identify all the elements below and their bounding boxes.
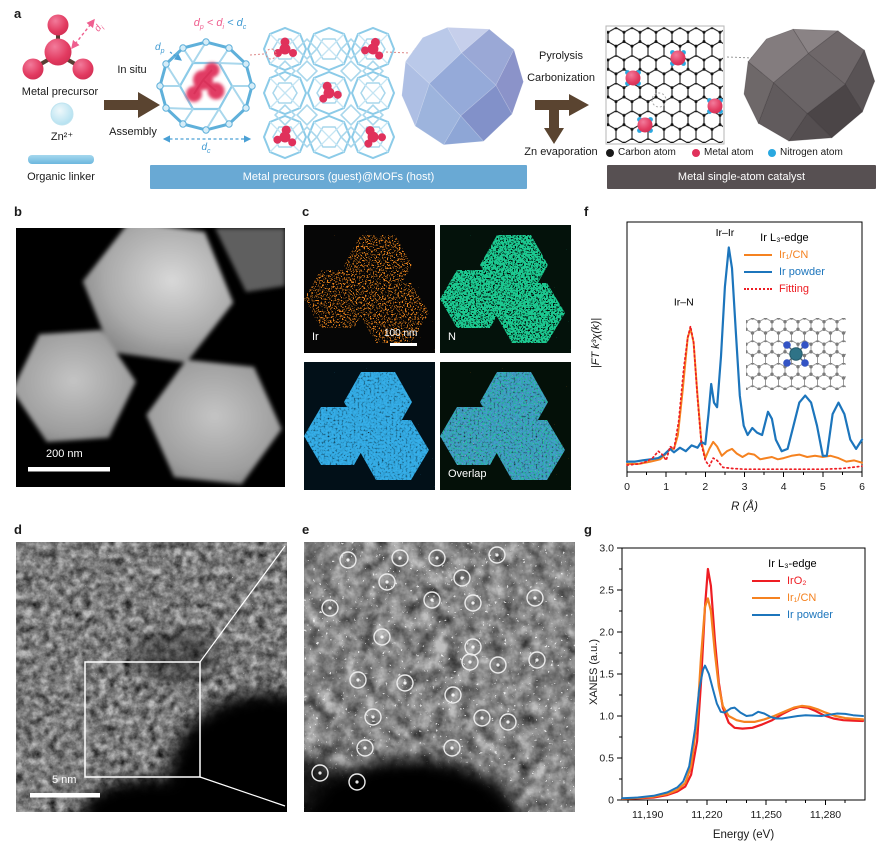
svg-text:0: 0 <box>624 481 630 493</box>
ft-exafs-ylabel: |FT k³χ(k)| <box>590 317 602 369</box>
nitrogen-atom-legend: Nitrogen atom <box>768 147 843 158</box>
panel-c-map-n: N <box>440 225 571 353</box>
panel-e-haadf-zoom-image <box>304 542 575 812</box>
scale-bar-label: 200 nm <box>46 448 83 460</box>
in-situ-label: In situ <box>117 64 147 76</box>
carbon-polyhedron-icon <box>743 28 876 142</box>
carbonization-label: Carbonization <box>527 72 595 84</box>
dc-label: dc <box>201 142 211 155</box>
svg-text:0.5: 0.5 <box>599 753 614 765</box>
carbon-atom-icon <box>606 148 614 157</box>
carbon-atom-legend: Carbon atom <box>606 147 676 158</box>
legend-entry: Ir₁/CN <box>752 592 833 604</box>
svg-text:2.0: 2.0 <box>599 627 614 639</box>
svg-text:6: 6 <box>859 481 865 493</box>
mof-cage-icon <box>156 38 256 134</box>
graphene-lattice-icon <box>605 25 725 145</box>
map-label-n: N <box>448 331 456 343</box>
pyrolysis-label: Pyrolysis <box>538 50 583 62</box>
connector-dots-right <box>726 56 755 59</box>
assembly-label: Assembly <box>109 126 157 138</box>
svg-text:Ir–Ir: Ir–Ir <box>716 227 735 239</box>
panel-label-g: g <box>584 522 592 537</box>
svg-text:1.5: 1.5 <box>599 669 614 681</box>
connector-dots-mid <box>385 51 411 54</box>
svg-text:Ir–N: Ir–N <box>674 296 694 308</box>
panel-c-map-overlap: Overlap <box>440 362 571 490</box>
zn-ion-icon <box>50 102 74 126</box>
panel-a-schematic <box>22 14 876 164</box>
xanes-chart: 11,190 11,220 11,250 11,280 0 0.5 1.0 1.5 2.0 2.5… <box>599 543 866 841</box>
svg-text:1.0: 1.0 <box>599 711 614 723</box>
panel-label-a: a <box>14 6 22 21</box>
panel-label-e: e <box>302 522 310 537</box>
xanes-legend: Ir L₃-edge IrO₂ Ir₁/CN Ir powder <box>752 558 833 621</box>
panel-c-map-c <box>304 362 435 490</box>
assembly-arrow-icon <box>104 92 160 118</box>
panel-label-b: b <box>14 204 22 219</box>
pyrolysis-arrow-icon <box>535 94 589 144</box>
mof-polyhedron-icon <box>401 26 524 146</box>
zn-label: Zn²⁺ <box>50 131 74 143</box>
ft-exafs-chart: 0 1 2 3 4 5 6 Ir–N Ir–Ir R (Å) <box>624 221 865 512</box>
zoom-region-box <box>84 661 201 778</box>
svg-text:5: 5 <box>820 481 826 493</box>
metal-atom-legend: Metal atom <box>692 147 753 158</box>
map-label-ir: Ir <box>312 331 319 343</box>
legend-entry: Ir powder <box>752 609 833 621</box>
organic-linker-icon <box>28 155 94 164</box>
panel-d-haadf-image: 5 nm <box>16 542 287 812</box>
ft-exafs-legend: Ir L₃-edge Ir₁/CN Ir powder Fitting <box>744 232 825 295</box>
panel-label-f: f <box>584 204 589 219</box>
panel-label-c: c <box>302 204 310 219</box>
legend-entry: Fitting <box>744 283 825 295</box>
banner-mof: Metal precursors (guest)@MOFs (host) <box>150 165 527 189</box>
scale-bar-label: 100 nm <box>384 328 418 339</box>
svg-text:Energy (eV): Energy (eV) <box>713 829 775 841</box>
legend-entry: Ir powder <box>744 266 825 278</box>
svg-text:3: 3 <box>742 481 748 493</box>
banner-sac: Metal single-atom catalyst <box>607 165 876 189</box>
size-relation-label: dp < di < dc <box>193 17 247 32</box>
svg-text:2: 2 <box>702 481 708 493</box>
legend-entry: IrO₂ <box>752 575 833 587</box>
panel-c-map-ir: Ir 100 nm <box>304 225 435 353</box>
panel-b-tem-image: 200 nm <box>16 228 285 487</box>
nitrogen-atom-icon <box>768 148 776 157</box>
legend-entry: Ir₁/CN <box>744 249 825 261</box>
metal-atoms <box>625 50 723 133</box>
svg-text:11,280: 11,280 <box>810 809 841 821</box>
connector-dots-left <box>249 53 265 56</box>
zn-evaporation-label: Zn evaporation <box>524 146 598 158</box>
svg-text:4: 4 <box>781 481 787 493</box>
svg-text:11,220: 11,220 <box>691 809 722 821</box>
svg-text:11,190: 11,190 <box>632 809 663 821</box>
svg-text:3.0: 3.0 <box>599 543 614 555</box>
svg-text:1: 1 <box>663 481 669 493</box>
panel-label-d: d <box>14 522 22 537</box>
svg-text:2.5: 2.5 <box>599 585 614 597</box>
metal-precursor-label: Metal precursor <box>21 86 99 98</box>
organic-linker-label: Organic linker <box>27 171 95 183</box>
dp-label: dp <box>155 42 165 55</box>
scale-bar-label: 5 nm <box>52 774 77 786</box>
metal-precursor-icon <box>22 14 95 80</box>
ir-n4-structure-inset <box>746 318 846 390</box>
mof-lattice-icon <box>263 27 395 159</box>
metal-atom-icon <box>692 148 700 157</box>
svg-text:R (Å): R (Å) <box>731 500 758 512</box>
map-label-overlap: Overlap <box>448 468 487 480</box>
svg-text:0: 0 <box>608 795 614 807</box>
svg-text:11,250: 11,250 <box>751 809 782 821</box>
xanes-ylabel: XANES (a.u.) <box>588 638 600 706</box>
tem-particles <box>16 228 285 487</box>
single-atom-circles <box>311 546 546 791</box>
